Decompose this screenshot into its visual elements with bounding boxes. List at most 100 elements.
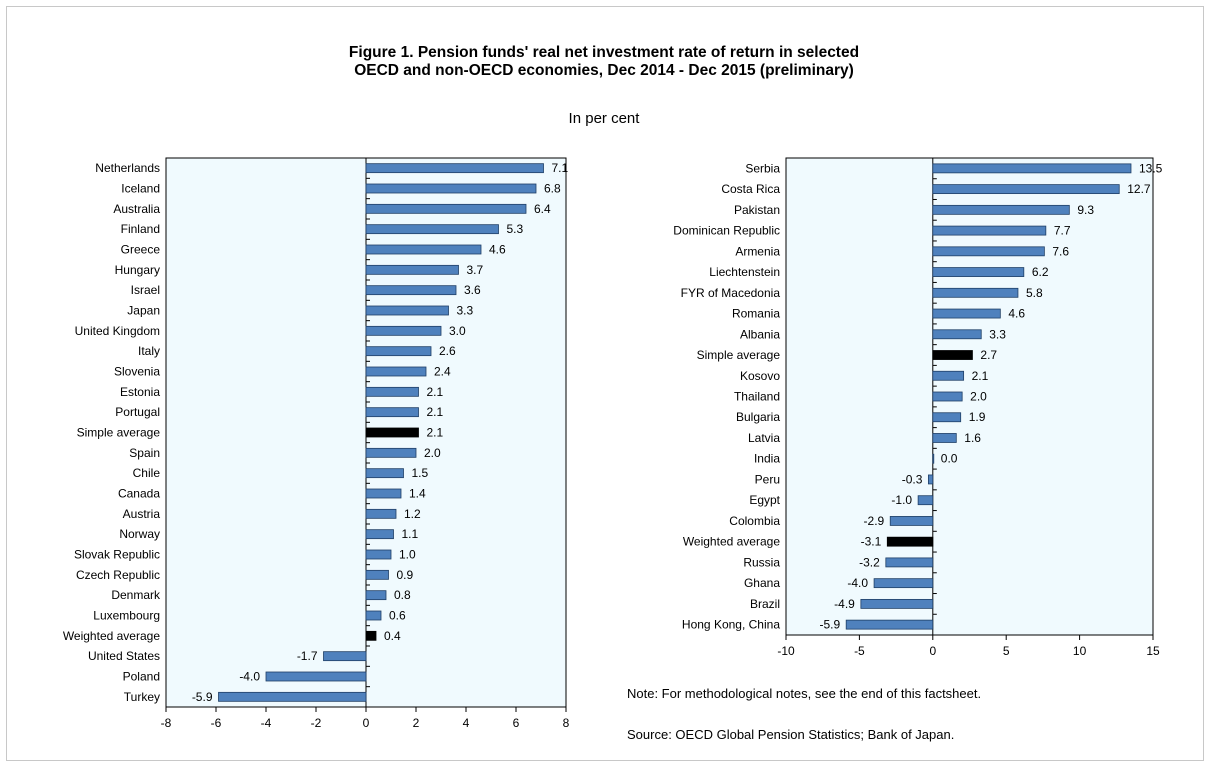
left-x-tick-label: 4 [463, 716, 470, 730]
left-category-label: Greece [121, 243, 161, 257]
left-value-label: 0.9 [397, 568, 414, 582]
left-value-label: 3.7 [467, 263, 484, 277]
right-bar [933, 185, 1119, 194]
left-category-label: Turkey [124, 690, 160, 704]
right-bar [928, 475, 932, 484]
right-value-label: 2.1 [972, 369, 989, 383]
left-category-label: Poland [123, 670, 160, 684]
left-category-label: Luxembourg [93, 609, 160, 623]
right-category-label: Simple average [697, 348, 781, 362]
left-x-tick-label: -8 [161, 716, 172, 730]
right-bar [933, 205, 1070, 214]
right-bar [933, 392, 962, 401]
left-bar [366, 306, 449, 315]
left-bar [366, 326, 441, 335]
left-value-label: 0.4 [384, 629, 401, 643]
left-value-label: 4.6 [489, 243, 506, 257]
left-bar [366, 286, 456, 295]
right-category-label: Russia [743, 555, 780, 569]
left-bar [366, 530, 394, 539]
left-category-label: Slovak Republic [74, 548, 160, 562]
right-x-tick-label: 15 [1146, 644, 1160, 658]
left-x-tick-label: 8 [563, 716, 570, 730]
right-category-label: Thailand [734, 390, 780, 404]
right-value-label: -1.0 [891, 493, 912, 507]
left-bar [366, 469, 404, 478]
right-category-label: Latvia [748, 431, 780, 445]
left-bar [366, 347, 431, 356]
left-x-tick-label: -6 [211, 716, 222, 730]
right-category-label: Brazil [750, 597, 780, 611]
left-value-label: 3.6 [464, 283, 481, 297]
right-bar [933, 371, 964, 380]
left-category-label: Australia [113, 202, 160, 216]
left-bar [366, 184, 536, 193]
right-category-label: FYR of Macedonia [681, 286, 781, 300]
right-value-label: 6.2 [1032, 265, 1049, 279]
left-x-tick-label: 2 [413, 716, 420, 730]
left-bar [266, 672, 366, 681]
left-category-label: Portugal [115, 405, 160, 419]
left-value-label: 2.0 [424, 446, 441, 460]
right-value-label: 7.6 [1052, 244, 1069, 258]
left-bar [366, 245, 481, 254]
left-category-label: Israel [131, 283, 160, 297]
left-x-tick-label: -2 [311, 716, 322, 730]
left-bar [366, 631, 376, 640]
left-bar [366, 509, 396, 518]
left-value-label: 1.4 [409, 487, 426, 501]
left-value-label: 0.8 [394, 588, 411, 602]
left-bar [219, 692, 367, 701]
left-category-label: Hungary [115, 263, 160, 277]
right-x-tick-label: 5 [1003, 644, 1010, 658]
left-x-tick-label: -4 [261, 716, 272, 730]
right-value-label: 12.7 [1127, 182, 1151, 196]
right-value-label: 2.7 [980, 348, 997, 362]
left-category-label: Finland [121, 222, 160, 236]
left-category-label: Norway [119, 527, 160, 541]
right-category-label: Ghana [744, 576, 780, 590]
right-value-label: -2.9 [864, 514, 885, 528]
right-value-label: -4.9 [834, 597, 855, 611]
right-value-label: 5.8 [1026, 286, 1043, 300]
left-category-label: Simple average [77, 426, 161, 440]
left-bar [366, 265, 459, 274]
right-category-label: India [754, 452, 780, 466]
left-category-label: United States [88, 649, 160, 663]
left-category-label: Spain [129, 446, 160, 460]
right-value-label: -3.2 [859, 555, 880, 569]
left-value-label: 7.1 [552, 161, 569, 175]
left-category-label: Weighted average [63, 629, 161, 643]
left-category-label: Austria [123, 507, 161, 521]
left-value-label: 1.0 [399, 548, 416, 562]
right-category-label: Hong Kong, China [682, 618, 780, 632]
left-value-label: -5.9 [192, 690, 213, 704]
right-bar [933, 413, 961, 422]
left-bar [366, 408, 419, 417]
left-value-label: 2.1 [427, 426, 444, 440]
right-category-label: Dominican Republic [673, 224, 780, 238]
left-x-tick-label: 0 [363, 716, 370, 730]
left-value-label: 2.1 [427, 405, 444, 419]
right-value-label: -0.3 [902, 472, 923, 486]
left-value-label: 6.4 [534, 202, 551, 216]
left-x-tick-label: 6 [513, 716, 520, 730]
right-category-label: Liechtenstein [709, 265, 780, 279]
left-category-label: Denmark [111, 588, 161, 602]
left-value-label: 3.0 [449, 324, 466, 338]
right-category-label: Armenia [735, 244, 780, 258]
left-bar [366, 611, 381, 620]
right-category-label: Egypt [749, 493, 780, 507]
right-bar [874, 579, 933, 588]
left-value-label: 2.6 [439, 344, 456, 358]
right-bar [887, 537, 933, 546]
left-category-label: Estonia [120, 385, 160, 399]
left-bar [366, 570, 389, 579]
right-category-label: Costa Rica [721, 182, 780, 196]
source-note: Source: OECD Global Pension Statistics; … [627, 727, 954, 742]
left-category-label: Canada [118, 487, 160, 501]
right-category-label: Kosovo [740, 369, 780, 383]
right-bar [846, 620, 933, 629]
right-bar [933, 226, 1046, 235]
left-bar [366, 225, 499, 234]
